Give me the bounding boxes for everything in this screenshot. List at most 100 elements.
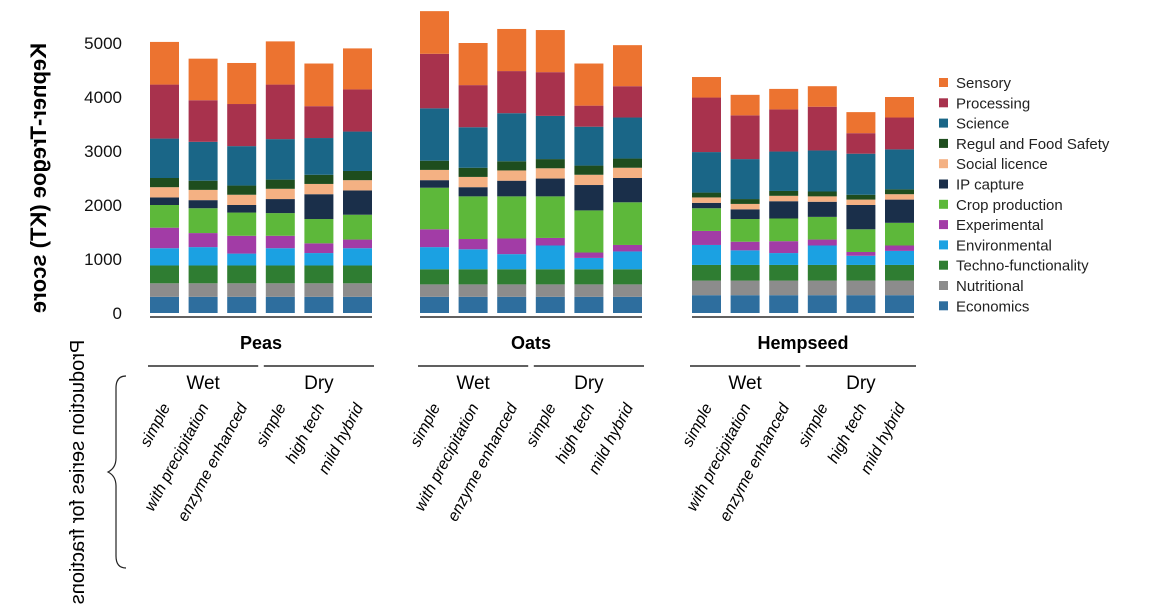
bar-segment [227, 283, 257, 297]
bar-segment [265, 139, 295, 180]
bar-segment [497, 284, 527, 297]
legend: Sensory Processing Science Regul and Food S… [939, 75, 1110, 315]
bar-segment [227, 296, 257, 313]
bar-segment [692, 280, 721, 296]
bar-segment [265, 41, 295, 85]
bar-segment [150, 205, 179, 228]
bar-segment [458, 85, 488, 128]
bar-segment [885, 264, 914, 281]
bar-segment [343, 48, 372, 90]
bar-segment [343, 265, 372, 284]
bar-stack [188, 58, 218, 313]
bar-segment [807, 150, 837, 192]
variant-label: enzyme enhanced [175, 400, 252, 524]
bar-segment [807, 106, 837, 151]
bar-segment [458, 284, 488, 297]
legend-swatch [939, 138, 948, 148]
bar-segment [535, 30, 565, 73]
bar-segment [692, 197, 721, 203]
bar-segment [497, 28, 527, 72]
crop-group-label: Oats [511, 333, 551, 353]
bar-segment [265, 84, 295, 140]
bar-segment [807, 264, 837, 281]
legend-item: Sensory [939, 75, 1012, 92]
legend-swatch [939, 281, 948, 290]
bar-segment [769, 241, 799, 254]
bar-segment [613, 244, 642, 252]
bar-segment [420, 229, 449, 248]
legend-item: Processing [939, 95, 1030, 112]
legend-item: Social licence [939, 156, 1048, 173]
process-label: Dry [846, 373, 876, 394]
variant-label: simple [407, 401, 444, 450]
bar-segment [150, 197, 179, 205]
production-series-brace [106, 375, 127, 569]
bar-segment [613, 269, 642, 285]
bar-segment [343, 214, 372, 240]
legend-label: Science [956, 116, 1009, 133]
bar-segment [846, 264, 876, 281]
legend-swatch [939, 220, 948, 230]
legend-item: Nutritional [939, 278, 1024, 295]
bar-segment [497, 170, 527, 181]
bar-segment [188, 180, 218, 190]
bar-segment [304, 138, 334, 175]
bar-segment [497, 113, 527, 162]
variant-label: simple [523, 401, 560, 450]
bar-segment [150, 84, 179, 139]
bar-segment [769, 151, 799, 191]
bar-segment [535, 168, 565, 179]
bar-segment [458, 296, 488, 313]
bar-segment [574, 296, 604, 313]
bar-segment [535, 196, 565, 238]
bar-segment [265, 283, 295, 297]
bar-segment [613, 296, 642, 313]
bar-segment [769, 280, 799, 296]
bar-segment [227, 104, 257, 147]
legend-item: Experimental [939, 217, 1044, 234]
bar-segment [807, 196, 837, 202]
bar-segment [885, 245, 914, 251]
bar-segment [574, 284, 604, 297]
legend-label: Processing [956, 95, 1030, 112]
bar-segment [343, 180, 372, 191]
legend-item: Regul and Food Safety [939, 136, 1110, 153]
variant-label: simple [253, 401, 290, 450]
bar-segment [227, 146, 257, 186]
bar-segment [574, 174, 604, 186]
legend-label: Economics [956, 298, 1029, 315]
bar-stack [343, 48, 372, 313]
bar-segment [227, 253, 257, 266]
bar-segment [730, 295, 760, 313]
bar-segment [304, 174, 334, 184]
bar-segment [227, 205, 257, 213]
bar-segment [304, 63, 334, 107]
bar-segment [692, 97, 721, 153]
bar-segment [150, 138, 179, 178]
bar-segment [497, 296, 527, 313]
bar-segment [265, 235, 295, 249]
bar-segment [885, 194, 914, 200]
bar-segment [769, 253, 799, 265]
bar-stack [807, 86, 837, 313]
legend-label: Techno-functionality [956, 258, 1089, 275]
bar-segment [613, 251, 642, 270]
bar-segment [535, 159, 565, 169]
bar-segment [188, 141, 218, 181]
bar-segment [343, 239, 372, 249]
bar-segment [458, 127, 488, 168]
bar-stack [227, 62, 257, 313]
bar-segment [535, 115, 565, 160]
bar-segment [730, 241, 760, 251]
bar-segment [846, 199, 876, 205]
bar-segment [885, 149, 914, 190]
bar-segment [769, 88, 799, 110]
bar-segment [613, 117, 642, 159]
bar-segment [188, 296, 218, 313]
bar-segment [265, 188, 295, 200]
crop-group-label: Peas [240, 333, 282, 353]
bar-segment [807, 245, 837, 265]
crop-group-labels: Peas Oats Hempseed [150, 316, 914, 353]
bar-segment [150, 265, 179, 284]
bar-segment [846, 112, 876, 134]
